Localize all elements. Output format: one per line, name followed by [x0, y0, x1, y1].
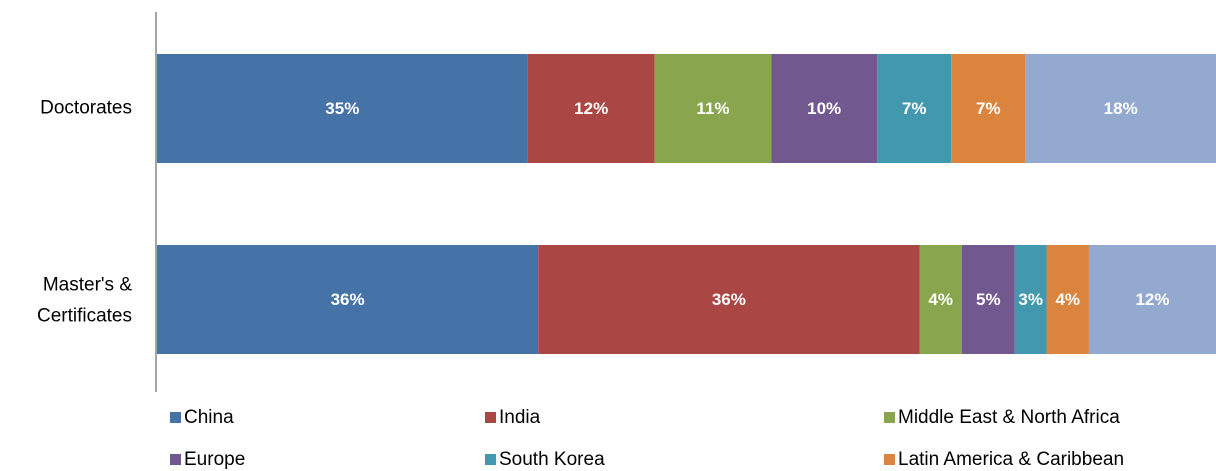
legend-swatch: [170, 454, 181, 465]
data-label: 11%: [696, 99, 729, 118]
bar-segment: [877, 54, 952, 163]
bar-segment: [919, 245, 962, 354]
data-label: 12%: [574, 99, 608, 118]
legend-swatch: [884, 454, 895, 465]
legend-swatch: [170, 412, 181, 423]
bar-segment: [527, 54, 655, 163]
legend-label: Latin America & Caribbean: [898, 449, 1124, 470]
bar-segment: [771, 54, 878, 163]
bar-segment: [157, 54, 528, 163]
legend-label: South Korea: [499, 449, 605, 470]
bar-segment: [1088, 245, 1216, 354]
data-label: 7%: [976, 99, 1001, 118]
data-label: 35%: [325, 99, 359, 118]
legend-label: China: [184, 407, 234, 428]
data-label: 5%: [976, 290, 1001, 309]
category-label: Master's & Certificates: [37, 275, 132, 327]
data-label: 18%: [1104, 99, 1138, 118]
bar-segment: [157, 245, 539, 354]
bar-segment: [1025, 54, 1216, 163]
legend-swatch: [485, 454, 496, 465]
bar-segment: [538, 245, 920, 354]
legend-swatch: [884, 412, 895, 423]
bar-segment: [951, 54, 1026, 163]
category-label: Doctorates: [40, 98, 132, 119]
data-label: 10%: [807, 99, 841, 118]
data-label: 36%: [712, 290, 746, 309]
data-label: 12%: [1135, 290, 1169, 309]
bar-segment: [654, 54, 772, 163]
bar-segment: [961, 245, 1015, 354]
data-label: 3%: [1018, 290, 1043, 309]
legend-label: India: [499, 407, 541, 428]
data-label: 36%: [331, 290, 365, 309]
bar-segment: [1046, 245, 1089, 354]
data-label: 7%: [902, 99, 927, 118]
legend-swatch: [485, 412, 496, 423]
data-label: 4%: [1055, 290, 1080, 309]
legend-label: Middle East & North Africa: [898, 407, 1120, 428]
legend-label: Europe: [184, 449, 245, 470]
bar-segment: [1014, 245, 1047, 354]
data-label: 4%: [928, 290, 953, 309]
